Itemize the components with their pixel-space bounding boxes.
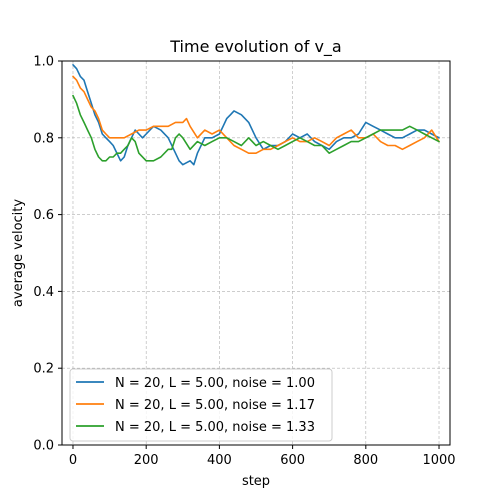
x-tick-label: 200 — [134, 453, 159, 468]
legend-box — [69, 368, 333, 442]
y-tick-label: 1.0 — [33, 55, 54, 70]
y-tick-label: 0.6 — [33, 208, 54, 223]
x-tick-label: 0 — [69, 453, 77, 468]
x-tick-label: 1000 — [422, 453, 455, 468]
x-axis-label: step — [242, 474, 270, 489]
x-tick-label: 800 — [353, 453, 378, 468]
x-axis-ticks: 0 200 400 600 800 1000 — [69, 445, 456, 468]
y-axis-label: average velocity — [11, 199, 26, 307]
legend-label-3: N = 20, L = 5.00, noise = 1.33 — [115, 420, 315, 435]
y-tick-label: 0.8 — [33, 131, 54, 146]
y-axis-ticks: 0.0 0.2 0.4 0.6 0.8 1.0 — [33, 55, 62, 454]
x-tick-label: 400 — [207, 453, 232, 468]
y-tick-label: 0.2 — [33, 362, 54, 377]
series-lines — [72, 64, 440, 166]
plot-frame — [61, 60, 451, 446]
series-line-3 — [72, 94, 440, 162]
x-tick-label: 600 — [280, 453, 305, 468]
series-line-1 — [72, 64, 440, 166]
y-tick-label: 0.4 — [33, 285, 54, 300]
y-tick-label: 0.0 — [33, 439, 54, 454]
chart-title: Time evolution of v_a — [169, 37, 341, 57]
legend: N = 20, L = 5.00, noise = 1.00 N = 20, L … — [69, 368, 333, 442]
legend-label-2: N = 20, L = 5.00, noise = 1.17 — [115, 398, 315, 413]
legend-label-1: N = 20, L = 5.00, noise = 1.00 — [115, 376, 315, 391]
